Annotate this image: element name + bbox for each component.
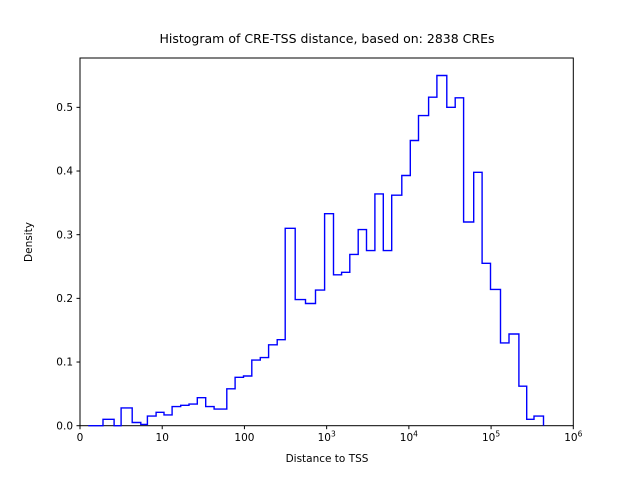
x-tick-label: 10 — [156, 432, 169, 444]
x-tick-label: 103 — [318, 430, 336, 445]
y-tick-label: 0.2 — [56, 293, 73, 305]
x-tick-label: 104 — [400, 430, 418, 445]
histogram-step-line — [88, 74, 545, 427]
y-tick-label: 0.4 — [56, 166, 73, 178]
y-axis-label: Density — [23, 222, 35, 262]
chart-title: Histogram of CRE-TSS distance, based on:… — [159, 31, 495, 46]
y-tick-label: 0.1 — [56, 357, 73, 369]
y-tick-label: 0.0 — [56, 420, 73, 432]
axes-box — [79, 57, 574, 427]
x-tick-label: 106 — [564, 430, 582, 445]
x-axis-label: Distance to TSS — [285, 453, 369, 465]
x-tick-label: 0 — [77, 432, 84, 444]
x-tick-label: 105 — [482, 430, 500, 445]
y-tick-label: 0.5 — [56, 102, 73, 114]
x-tick-label: 100 — [234, 432, 254, 444]
y-tick-label: 0.3 — [56, 229, 73, 241]
